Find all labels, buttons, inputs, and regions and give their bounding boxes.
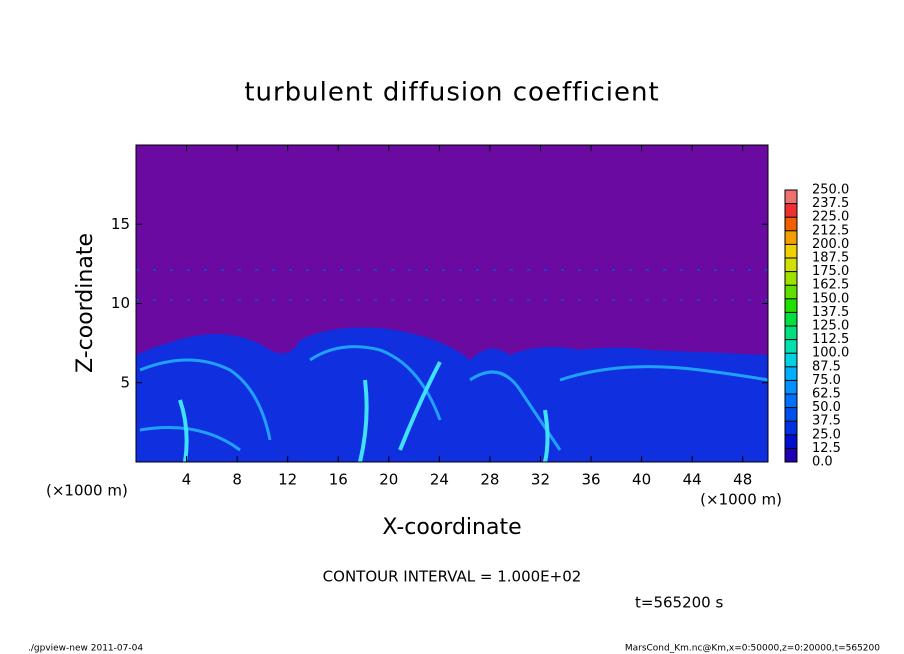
colorbar-band (785, 217, 797, 231)
colorbar-band (785, 271, 797, 286)
colorbar-band (785, 380, 797, 394)
x-tick-label: 48 (733, 471, 752, 489)
contour-interval-note: CONTOUR INTERVAL = 1.000E+02 (323, 568, 582, 586)
colorbar-label: 200.0 (812, 237, 849, 252)
x-unit-label: (×1000 m) (700, 491, 782, 509)
x-tick-label: 32 (531, 471, 550, 489)
turbulent-streak (139, 345, 768, 452)
y-axis-label: Z-coordinate (73, 233, 98, 373)
x-unit-label: (×1000 m) (46, 482, 128, 500)
x-tick-label: 24 (430, 471, 449, 489)
colorbar-label: 75.0 (812, 373, 841, 388)
x-tick-label: 16 (329, 471, 348, 489)
colorbar-label: 237.5 (812, 196, 849, 211)
colorbar-label: 100.0 (812, 346, 849, 361)
x-tick-label: 36 (581, 471, 600, 489)
colorbar-band (785, 326, 797, 340)
colorbar-band (785, 190, 797, 204)
colorbar-label: 137.5 (812, 305, 849, 320)
x-tick-label: 20 (379, 471, 398, 489)
colorbar-label: 250.0 (812, 183, 849, 198)
colorbar-band (785, 434, 797, 449)
turbulent-region (136, 327, 768, 462)
colorbar-label: 0.0 (812, 455, 833, 470)
colorbar-label: 212.5 (812, 223, 849, 238)
x-tick-label: 12 (278, 471, 297, 489)
x-tick-label: 4 (182, 471, 192, 489)
turbulent-streak (178, 361, 550, 462)
y-tick-label: 15 (111, 215, 130, 233)
colorbar-label: 225.0 (812, 210, 849, 225)
colorbar-label: 162.5 (812, 278, 849, 293)
turbulent-layer (136, 269, 768, 462)
colorbar-band (785, 353, 797, 367)
x-tick-label: 40 (632, 471, 651, 489)
colorbar-band (785, 394, 797, 408)
colorbar-label: 150.0 (812, 291, 849, 306)
colorbar-band (785, 285, 797, 299)
y-tick-label: 10 (111, 294, 130, 312)
footer-left: ./gpview-new 2011-07-04 (28, 644, 143, 654)
colorbar-label: 175.0 (812, 264, 849, 279)
colorbar-band (785, 421, 797, 435)
colorbar-band (785, 230, 797, 245)
x-tick-label: 8 (232, 471, 242, 489)
colorbar-label: 37.5 (812, 414, 841, 429)
colorbar-band (785, 312, 797, 326)
colorbar-label: 125.0 (812, 319, 849, 334)
x-tick-label: 44 (683, 471, 702, 489)
colorbar-band (785, 339, 797, 354)
colorbar-label: 25.0 (812, 427, 841, 442)
chart-title: turbulent diffusion coefficient (244, 78, 659, 108)
colorbar-label: 187.5 (812, 251, 849, 266)
colorbar-label: 112.5 (812, 332, 849, 347)
colorbar-band (785, 244, 797, 258)
time-note: t=565200 s (635, 594, 723, 612)
x-tick-label: 28 (480, 471, 499, 489)
colorbar-label: 62.5 (812, 387, 841, 402)
colorbar-band (785, 258, 797, 272)
colorbar-label: 12.5 (812, 441, 841, 456)
x-axis-label: X-coordinate (382, 515, 521, 540)
colorbar-label: 87.5 (812, 359, 841, 374)
colorbar-band (785, 203, 797, 218)
colorbar-band (785, 298, 797, 313)
footer-right: MarsCond_Km.nc@Km,x=0:50000,z=0:20000,t=… (625, 644, 880, 654)
colorbar-band (785, 448, 797, 462)
y-tick-label: 5 (120, 373, 130, 391)
colorbar-band (785, 407, 797, 422)
colorbar-band (785, 366, 797, 381)
colorbar-label: 50.0 (812, 400, 841, 415)
